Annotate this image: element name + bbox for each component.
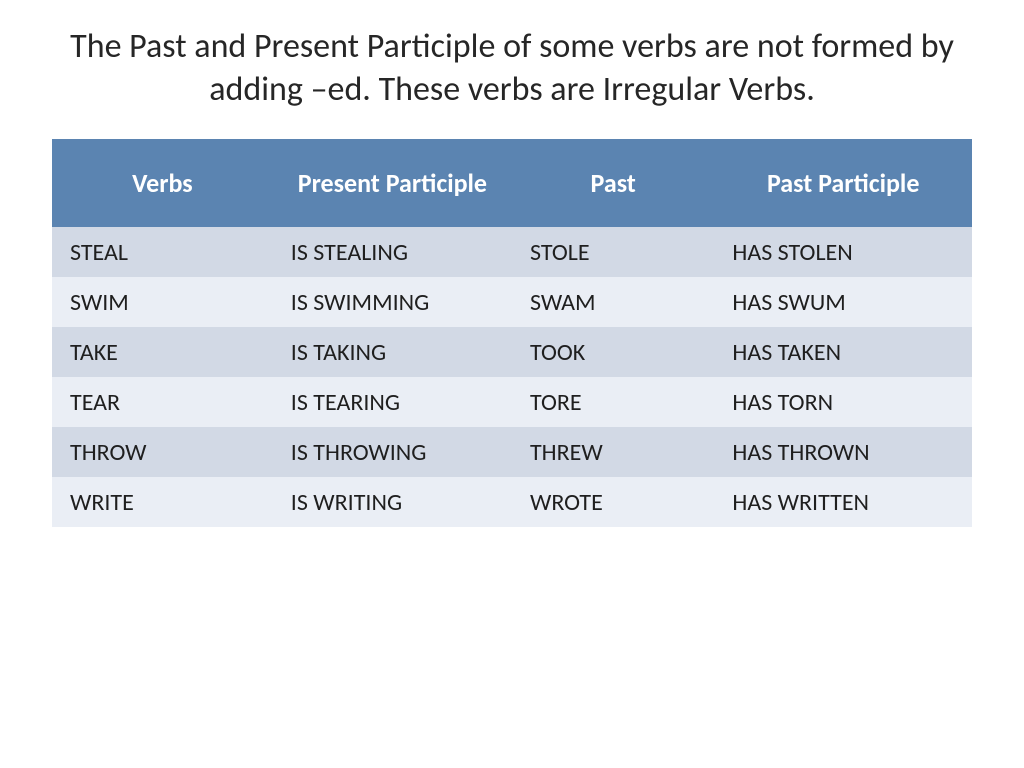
table-cell: HAS TAKEN [714,327,972,377]
table-cell: IS TAKING [273,327,512,377]
table-cell: THREW [512,427,714,477]
table-cell: HAS SWUM [714,277,972,327]
table-cell: THROW [52,427,273,477]
table-row: STEALIS STEALINGSTOLEHAS STOLEN [52,227,972,277]
table-row: THROWIS THROWINGTHREWHAS THROWN [52,427,972,477]
table-cell: IS STEALING [273,227,512,277]
table-row: TAKEIS TAKINGTOOKHAS TAKEN [52,327,972,377]
col-header: Past [512,139,714,227]
table-cell: TAKE [52,327,273,377]
table-cell: STOLE [512,227,714,277]
table-cell: HAS STOLEN [714,227,972,277]
table-cell: WRITE [52,477,273,527]
table-cell: TOOK [512,327,714,377]
table-cell: STEAL [52,227,273,277]
table-cell: SWAM [512,277,714,327]
table-cell: WROTE [512,477,714,527]
table-cell: IS TEARING [273,377,512,427]
col-header: Verbs [52,139,273,227]
table-row: WRITEIS WRITINGWROTEHAS WRITTEN [52,477,972,527]
verbs-table: Verbs Present Participle Past Past Parti… [52,139,972,527]
table-body: STEALIS STEALINGSTOLEHAS STOLENSWIMIS SW… [52,227,972,527]
col-header: Present Participle [273,139,512,227]
table-header-row: Verbs Present Participle Past Past Parti… [52,139,972,227]
table-row: TEARIS TEARINGTOREHAS TORN [52,377,972,427]
table-cell: HAS TORN [714,377,972,427]
table-cell: SWIM [52,277,273,327]
slide-title: The Past and Present Participle of some … [52,26,972,111]
col-header: Past Participle [714,139,972,227]
table-cell: HAS THROWN [714,427,972,477]
table-row: SWIMIS SWIMMINGSWAMHAS SWUM [52,277,972,327]
table-cell: TEAR [52,377,273,427]
table-cell: HAS WRITTEN [714,477,972,527]
table-cell: TORE [512,377,714,427]
table-cell: IS SWIMMING [273,277,512,327]
table-cell: IS THROWING [273,427,512,477]
table-cell: IS WRITING [273,477,512,527]
